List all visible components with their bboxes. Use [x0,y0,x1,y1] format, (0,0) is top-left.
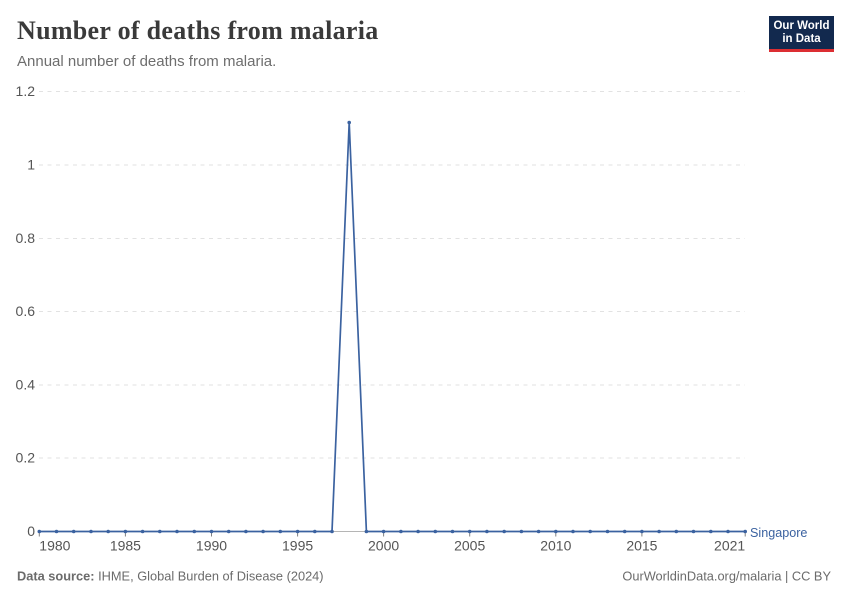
svg-text:Singapore: Singapore [750,526,807,540]
svg-text:0.2: 0.2 [16,450,36,466]
svg-text:0: 0 [27,523,35,539]
svg-text:2010: 2010 [540,538,571,554]
svg-text:OurWorldinData.org/malaria | C: OurWorldinData.org/malaria | CC BY [622,569,831,584]
svg-text:1985: 1985 [110,538,141,554]
svg-text:0.8: 0.8 [16,230,36,246]
svg-text:0.4: 0.4 [16,377,36,393]
svg-text:1980: 1980 [39,538,70,554]
svg-text:1995: 1995 [282,538,313,554]
svg-text:2021: 2021 [714,538,745,554]
svg-text:1.2: 1.2 [16,83,36,99]
svg-text:Data source: IHME, Global Burd: Data source: IHME, Global Burden of Dise… [17,569,324,584]
svg-text:2015: 2015 [626,538,657,554]
svg-text:1990: 1990 [196,538,227,554]
svg-text:1: 1 [27,157,35,173]
svg-text:2005: 2005 [454,538,485,554]
svg-text:0.6: 0.6 [16,303,36,319]
svg-text:2000: 2000 [368,538,399,554]
